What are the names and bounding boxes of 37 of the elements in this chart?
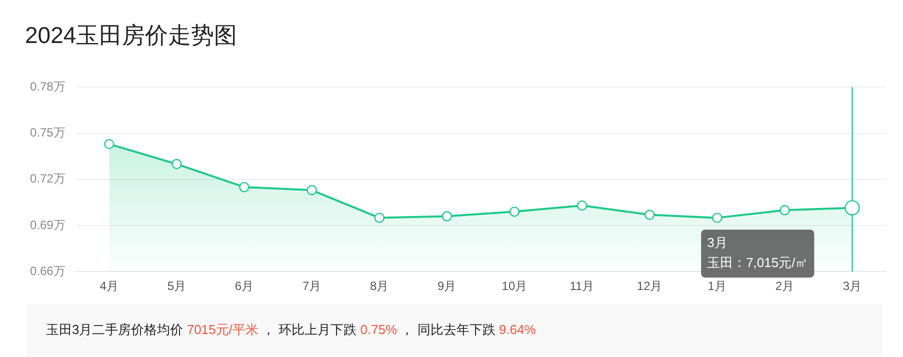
y-tick-label: 0.66万 [30, 264, 66, 278]
point [712, 212, 722, 223]
text: ， 同比去年下跌 [400, 322, 496, 337]
x-tick-label: 7月 [302, 279, 322, 294]
x-tick-label: 4月 [100, 279, 118, 294]
point [374, 212, 384, 223]
point [104, 138, 114, 150]
point [306, 185, 317, 196]
x-tick-label: 12月 [636, 279, 662, 294]
y-tick-label: 0.75万 [30, 126, 66, 140]
annotation: 3月 [707, 235, 728, 250]
x-tick-label: 1月 [708, 279, 726, 294]
point [442, 211, 452, 222]
text: 0.75% [360, 322, 398, 337]
x-tick-label: 11月 [570, 279, 594, 294]
text: 9.64% [498, 322, 536, 337]
x-tick-label: 6月 [234, 279, 254, 294]
y-tick-label: 0.78万 [30, 80, 66, 94]
point [239, 182, 250, 192]
point [780, 205, 790, 216]
x-tick-label: 8月 [370, 279, 389, 294]
annotation: 玉田：7,015元/㎡ [707, 255, 808, 270]
point [576, 200, 588, 211]
x-tick-label: 10月 [502, 279, 528, 294]
point [509, 206, 520, 217]
point [172, 158, 182, 170]
y-tick-label: 0.69万 [30, 218, 66, 232]
y-tick-label: 0.72万 [30, 172, 66, 186]
text: 玉田3月二手房价格均价 [46, 322, 184, 337]
x-tick-label: 9月 [438, 279, 456, 294]
chart-title: 2024玉田房价走势图 [25, 21, 238, 50]
x-tick-label: 5月 [167, 279, 186, 294]
text: ， 环比上月下跌 [261, 322, 358, 337]
x-tick-label: 3月 [842, 279, 862, 294]
text: 7015元/平米 [186, 322, 258, 337]
point [644, 210, 655, 220]
x-tick-label: 2月 [775, 279, 794, 294]
